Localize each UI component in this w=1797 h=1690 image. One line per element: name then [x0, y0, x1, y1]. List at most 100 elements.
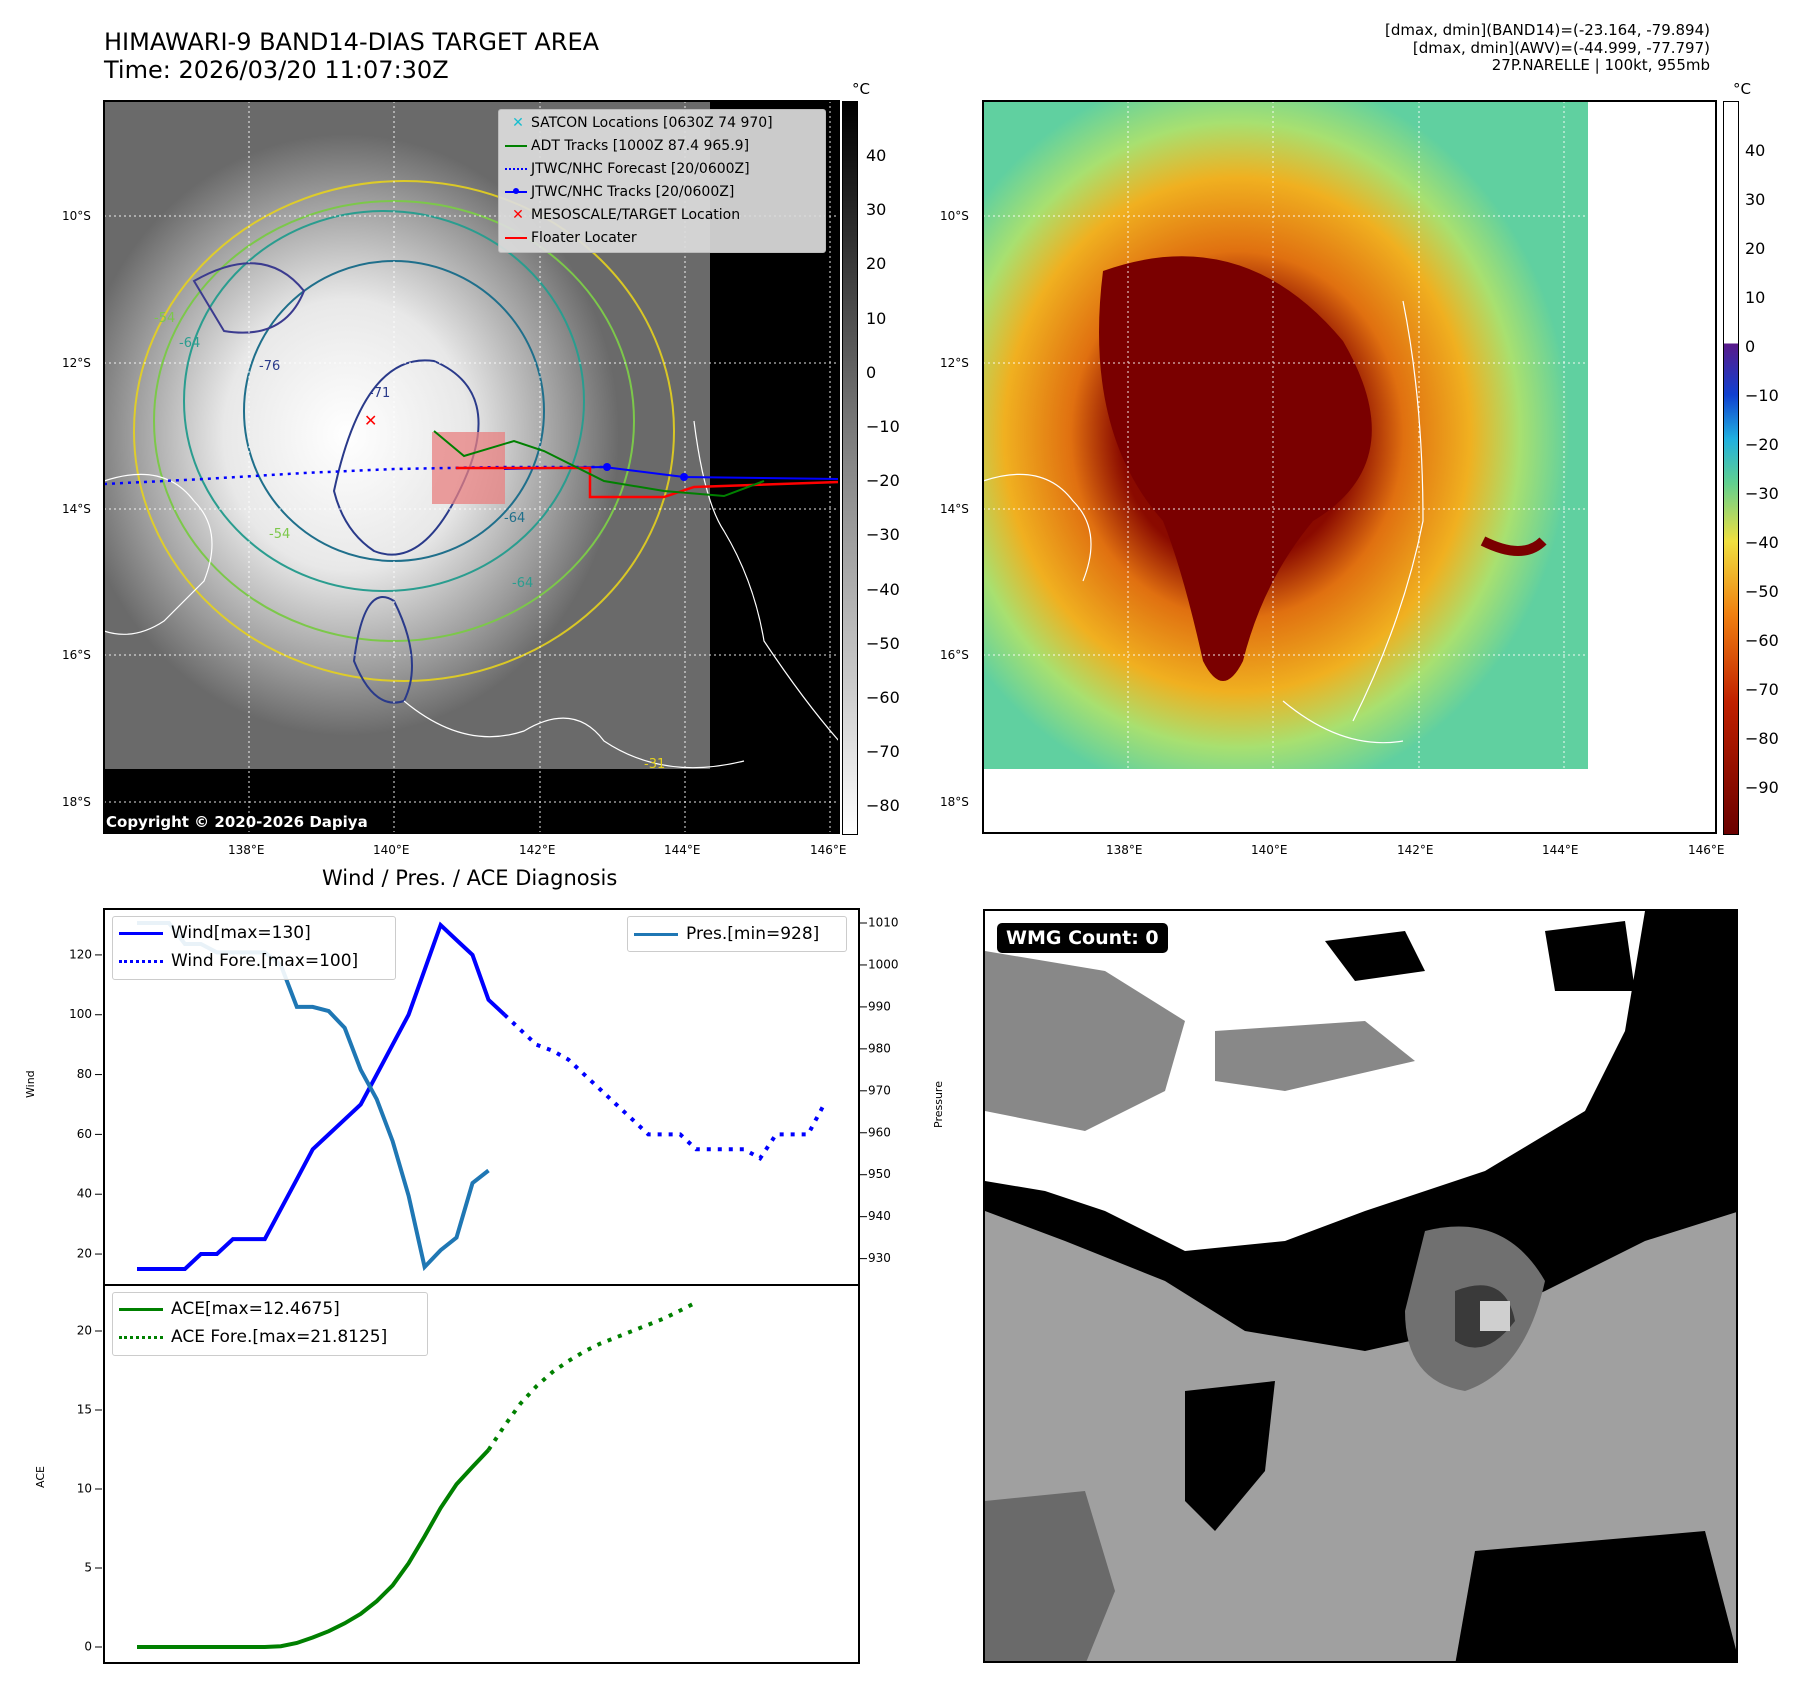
- colorbar-tick-label: −50: [866, 633, 900, 653]
- lat-label: 10°S: [940, 209, 969, 223]
- legend-item-jtwc-tracks: JTWC/NHC Tracks [20/0600Z]: [505, 181, 819, 204]
- colorbar-tick-label: −50: [1745, 582, 1779, 601]
- lon-label: 142°E: [1397, 843, 1434, 857]
- map-legend: ✕ SATCON Locations [0630Z 74 970] ADT Tra…: [498, 109, 826, 253]
- pressure-tick-label: 940: [868, 1209, 891, 1223]
- legend-label: ACE[max=12.4675]: [171, 1299, 340, 1319]
- storm-info: 27P.NARELLE | 100kt, 955mb: [1491, 56, 1710, 74]
- lat-label: 16°S: [940, 648, 969, 662]
- legend-label: ADT Tracks [1000Z 87.4 965.9]: [531, 138, 750, 154]
- colorbar-tick-label: −80: [1745, 729, 1779, 748]
- lat-label: 12°S: [940, 356, 969, 370]
- ace-tick-label: 20: [77, 1324, 92, 1338]
- legend-label: JTWC/NHC Forecast [20/0600Z]: [531, 161, 750, 177]
- legend-label: Wind[max=130]: [171, 923, 311, 943]
- lat-label: 14°S: [62, 502, 91, 516]
- legend-item-wind-forecast: Wind Fore.[max=100]: [119, 947, 389, 975]
- legend-label: JTWC/NHC Tracks [20/0600Z]: [531, 184, 735, 200]
- lat-label: 12°S: [62, 356, 91, 370]
- wind-series-line: [137, 921, 506, 1271]
- title-line-2: Time: 2026/03/20 11:07:30Z: [104, 56, 449, 84]
- ace-tick-label: 5: [84, 1561, 92, 1575]
- color-colorbar-unit: °C: [1733, 80, 1751, 98]
- colorbar-tick-label: −20: [866, 471, 900, 491]
- pressure-legend: Pres.[min=928]: [627, 916, 847, 952]
- colorbar-tick-label: 40: [866, 146, 887, 165]
- legend-label: Floater Locater: [531, 230, 637, 246]
- lat-label: 10°S: [62, 209, 91, 223]
- colorbar-tick-label: 10: [866, 308, 887, 328]
- pressure-tick-label: 930: [868, 1251, 891, 1265]
- ir-gray-map: ✕ -54 -64 -76 -71 -64 -64 -54 -31 Copyri…: [103, 101, 840, 833]
- pressure-tick-label: 950: [868, 1167, 891, 1181]
- ace-tick-label: 0: [84, 1640, 92, 1654]
- lon-label: 144°E: [664, 843, 701, 857]
- legend-item-floater: Floater Locater: [505, 227, 819, 250]
- title-line-1: HIMAWARI-9 BAND14-DIAS TARGET AREA: [104, 28, 600, 56]
- wmg-panel: WMG Count: 0: [983, 909, 1738, 1663]
- colorbar-tick-label: 0: [866, 362, 877, 382]
- contour-label: -54: [154, 311, 176, 326]
- colorbar-tick-label: 40: [1745, 141, 1766, 160]
- contour-label: -71: [369, 386, 391, 401]
- contour-label: -64: [504, 511, 526, 526]
- legend-label: SATCON Locations [0630Z 74 970]: [531, 115, 773, 131]
- wind-legend: Wind[max=130] Wind Fore.[max=100]: [112, 916, 396, 980]
- legend-item-satcon: ✕ SATCON Locations [0630Z 74 970]: [512, 115, 773, 131]
- svg-text:✕: ✕: [364, 411, 377, 430]
- ir-color-map: [982, 101, 1716, 833]
- pressure-tick-label: 960: [868, 1125, 891, 1139]
- contour-label: -64: [512, 576, 534, 591]
- colorbar-tick-label: 10: [1745, 288, 1766, 307]
- contour-label: -64: [179, 336, 201, 351]
- colorbar-tick-label: 20: [1745, 239, 1766, 258]
- contour-label: -76: [259, 359, 281, 374]
- pressure-tick-label: 1000: [868, 957, 899, 971]
- ace-forecast-line: [486, 1300, 698, 1452]
- stats-awv: [dmax, dmin](AWV)=(-44.999, -77.797): [1412, 38, 1710, 57]
- colorbar-tick-label: 20: [866, 254, 887, 274]
- ace-legend: ACE[max=12.4675] ACE Fore.[max=21.8125]: [112, 1292, 428, 1356]
- ace-tick-label: 15: [77, 1403, 92, 1417]
- colorbar-tick-label: −40: [866, 579, 900, 599]
- ace-tick-label: 10: [77, 1482, 92, 1496]
- colorbar-tick-label: −60: [866, 688, 900, 707]
- legend-item-adt: ADT Tracks [1000Z 87.4 965.9]: [505, 135, 819, 158]
- ir-gray-map-frame: [103, 100, 840, 834]
- legend-item-mesoscale: ✕ MESOSCALE/TARGET Location: [512, 207, 741, 223]
- lon-label: 142°E: [519, 843, 556, 857]
- colorbar-tick-label: −20: [1745, 435, 1779, 454]
- contour-label: -54: [269, 527, 291, 542]
- wind-tick-label: 100: [69, 1007, 92, 1021]
- colorbar-tick-label: 30: [866, 200, 887, 220]
- lat-label: 18°S: [940, 795, 969, 809]
- colorbar-tick-label: −70: [866, 742, 900, 762]
- colorbar-tick-label: 0: [1745, 337, 1756, 356]
- colorbar-tick-label: −90: [1745, 778, 1779, 797]
- ir-color-map-frame: [982, 100, 1717, 834]
- pressure-tick-label: 990: [868, 999, 891, 1013]
- legend-item-ace: ACE[max=12.4675]: [119, 1295, 421, 1323]
- page-title: HIMAWARI-9 BAND14-DIAS TARGET AREA Time:…: [104, 28, 599, 84]
- colorbar-tick-label: −70: [1745, 680, 1779, 699]
- pressure-axis-label: Pressure: [932, 1081, 945, 1128]
- copyright: Copyright © 2020-2026 Dapiya: [106, 813, 368, 831]
- lon-label: 138°E: [1106, 843, 1143, 857]
- colorbar-tick-label: −80: [866, 796, 900, 816]
- gray-colorbar-unit: °C: [852, 80, 870, 98]
- legend-label: Pres.[min=928]: [686, 924, 820, 944]
- wind-tick-label: 60: [77, 1127, 92, 1141]
- legend-item-wind: Wind[max=130]: [119, 919, 389, 947]
- lat-label: 14°S: [940, 502, 969, 516]
- ace-frame: [103, 1284, 860, 1664]
- pressure-tick-label: 980: [868, 1041, 891, 1055]
- stats-band14: [dmax, dmin](BAND14)=(-23.164, -79.894): [1385, 21, 1710, 39]
- wind-axis-label: Wind: [24, 1070, 37, 1098]
- lon-label: 140°E: [1251, 843, 1288, 857]
- wind-tick-label: 20: [77, 1247, 92, 1261]
- contour-label: -31: [644, 757, 666, 772]
- ace-axis-label: ACE: [34, 1466, 47, 1488]
- ir-color-map-svg: [982, 101, 1716, 833]
- wind-tick-label: 40: [77, 1187, 92, 1201]
